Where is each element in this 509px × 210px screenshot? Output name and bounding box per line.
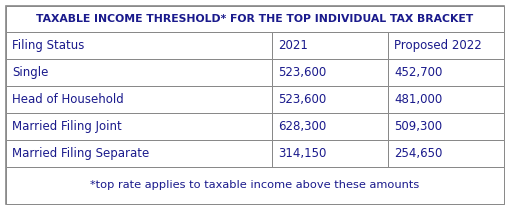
Bar xyxy=(6,32,272,59)
Text: Married Filing Separate: Married Filing Separate xyxy=(12,147,149,160)
Bar xyxy=(6,59,272,86)
Text: Proposed 2022: Proposed 2022 xyxy=(393,39,481,52)
Bar xyxy=(272,59,387,86)
Bar xyxy=(6,167,503,204)
Bar xyxy=(387,32,503,59)
Bar xyxy=(272,140,387,167)
Text: Married Filing Joint: Married Filing Joint xyxy=(12,120,122,133)
Text: TAXABLE INCOME THRESHOLD* FOR THE TOP INDIVIDUAL TAX BRACKET: TAXABLE INCOME THRESHOLD* FOR THE TOP IN… xyxy=(36,14,473,24)
Bar xyxy=(387,113,503,140)
Bar xyxy=(272,113,387,140)
Text: 452,700: 452,700 xyxy=(393,66,441,79)
Bar xyxy=(6,86,272,113)
Bar xyxy=(6,113,272,140)
Text: Head of Household: Head of Household xyxy=(12,93,124,106)
Bar xyxy=(6,140,272,167)
Text: 2021: 2021 xyxy=(278,39,308,52)
Text: 523,600: 523,600 xyxy=(278,93,326,106)
Text: *top rate applies to taxable income above these amounts: *top rate applies to taxable income abov… xyxy=(90,181,419,190)
Text: 523,600: 523,600 xyxy=(278,66,326,79)
Text: 628,300: 628,300 xyxy=(278,120,326,133)
Text: 314,150: 314,150 xyxy=(278,147,326,160)
Text: Filing Status: Filing Status xyxy=(12,39,84,52)
Text: Single: Single xyxy=(12,66,48,79)
Text: 509,300: 509,300 xyxy=(393,120,441,133)
Bar xyxy=(387,59,503,86)
Bar xyxy=(6,6,503,32)
Bar xyxy=(272,86,387,113)
Bar xyxy=(387,140,503,167)
Text: 254,650: 254,650 xyxy=(393,147,441,160)
Bar xyxy=(387,86,503,113)
Text: 481,000: 481,000 xyxy=(393,93,441,106)
Bar xyxy=(272,32,387,59)
